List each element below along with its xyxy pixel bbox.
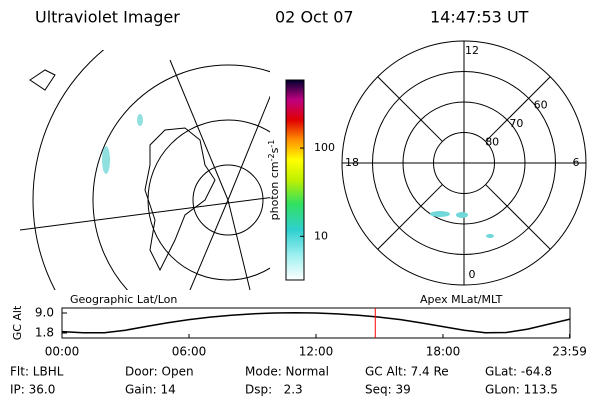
mlt-label: 6 [573,156,580,169]
footer-field: Mode: Normal [245,365,329,379]
footer-field: Flt: LBHL [10,365,64,379]
x-tick-label: 23:59 [552,345,587,359]
panel-label: Apex MLat/MLT [420,293,503,306]
footer-field: GLat: -64.8 [485,365,552,379]
polar-grid [341,40,587,286]
aurora-polar [430,211,494,238]
footer-field: GLon: 113.5 [485,383,558,397]
footer-field: Gain: 14 [125,383,176,397]
colorbar-label: photon cm-2s-1 [267,140,282,221]
footer: Flt: LBHL Door: Open Mode: Normal GC Alt: 7… [10,365,558,397]
lat-label: 80 [485,135,499,148]
footer-field: Seq: 39 [365,383,411,397]
mlt-label: 0 [469,268,476,281]
x-tick-label: 18:00 [426,345,461,359]
lat-label: 70 [509,117,523,130]
geo-map [20,50,270,290]
spoke [485,76,551,142]
spoke [377,76,443,142]
spoke [377,184,443,250]
time: 14:47:53 UT [430,8,529,27]
x-tick-label: 06:00 [172,345,207,359]
footer-field: Door: Open [125,365,194,379]
spoke [485,184,551,250]
y-axis-label: GC Alt [11,305,24,340]
mlt-label: 12 [465,44,479,57]
colorbar-tick-label: 100 [314,141,335,154]
panel-label: Geographic Lat/Lon [70,293,177,306]
colorbar-tick-label: 10 [314,229,328,242]
date: 02 Oct 07 [275,8,354,27]
x-tick-label: 00:00 [45,345,80,359]
mlt-label: 18 [345,156,359,169]
aurora-geo [102,114,143,174]
y-tick-label: 1.8 [35,326,54,340]
lat-label: 60 [534,98,548,111]
colorbar [285,79,305,281]
title: Ultraviolet Imager [35,8,180,27]
footer-field: GC Alt: 7.4 Re [365,365,449,379]
y-tick-label: 9.0 [35,306,54,320]
x-tick-label: 12:00 [299,345,334,359]
altitude-line [61,311,571,334]
footer-field: IP: 36.0 [10,383,55,397]
footer-field: Dsp: 2.3 [245,383,303,397]
